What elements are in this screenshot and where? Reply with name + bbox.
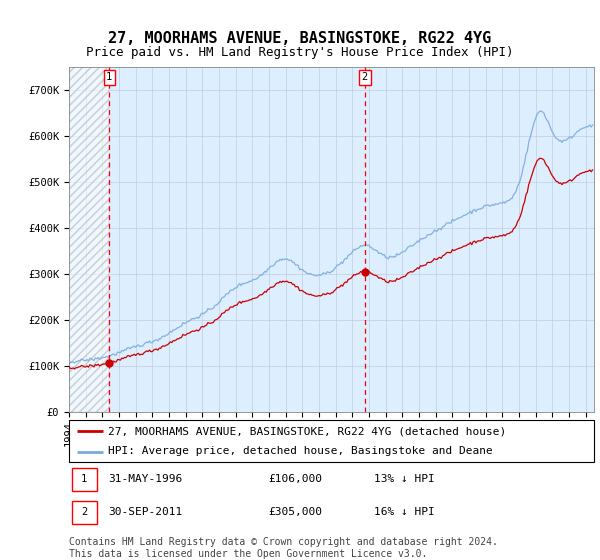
Text: 30-SEP-2011: 30-SEP-2011: [109, 507, 182, 517]
Text: 1: 1: [81, 474, 88, 484]
Text: 2: 2: [81, 507, 88, 517]
Text: Price paid vs. HM Land Registry's House Price Index (HPI): Price paid vs. HM Land Registry's House …: [86, 46, 514, 59]
Text: 31-MAY-1996: 31-MAY-1996: [109, 474, 182, 484]
Text: 27, MOORHAMS AVENUE, BASINGSTOKE, RG22 4YG: 27, MOORHAMS AVENUE, BASINGSTOKE, RG22 4…: [109, 31, 491, 46]
Bar: [71, 501, 97, 524]
Text: 16% ↓ HPI: 16% ↓ HPI: [373, 507, 434, 517]
Text: £305,000: £305,000: [269, 507, 323, 517]
Text: Contains HM Land Registry data © Crown copyright and database right 2024.
This d: Contains HM Land Registry data © Crown c…: [69, 537, 498, 559]
Text: 1: 1: [106, 72, 112, 82]
Text: 2: 2: [362, 72, 368, 82]
Text: 13% ↓ HPI: 13% ↓ HPI: [373, 474, 434, 484]
Bar: [71, 468, 97, 491]
Text: 27, MOORHAMS AVENUE, BASINGSTOKE, RG22 4YG (detached house): 27, MOORHAMS AVENUE, BASINGSTOKE, RG22 4…: [109, 426, 506, 436]
Text: HPI: Average price, detached house, Basingstoke and Deane: HPI: Average price, detached house, Basi…: [109, 446, 493, 456]
Text: £106,000: £106,000: [269, 474, 323, 484]
